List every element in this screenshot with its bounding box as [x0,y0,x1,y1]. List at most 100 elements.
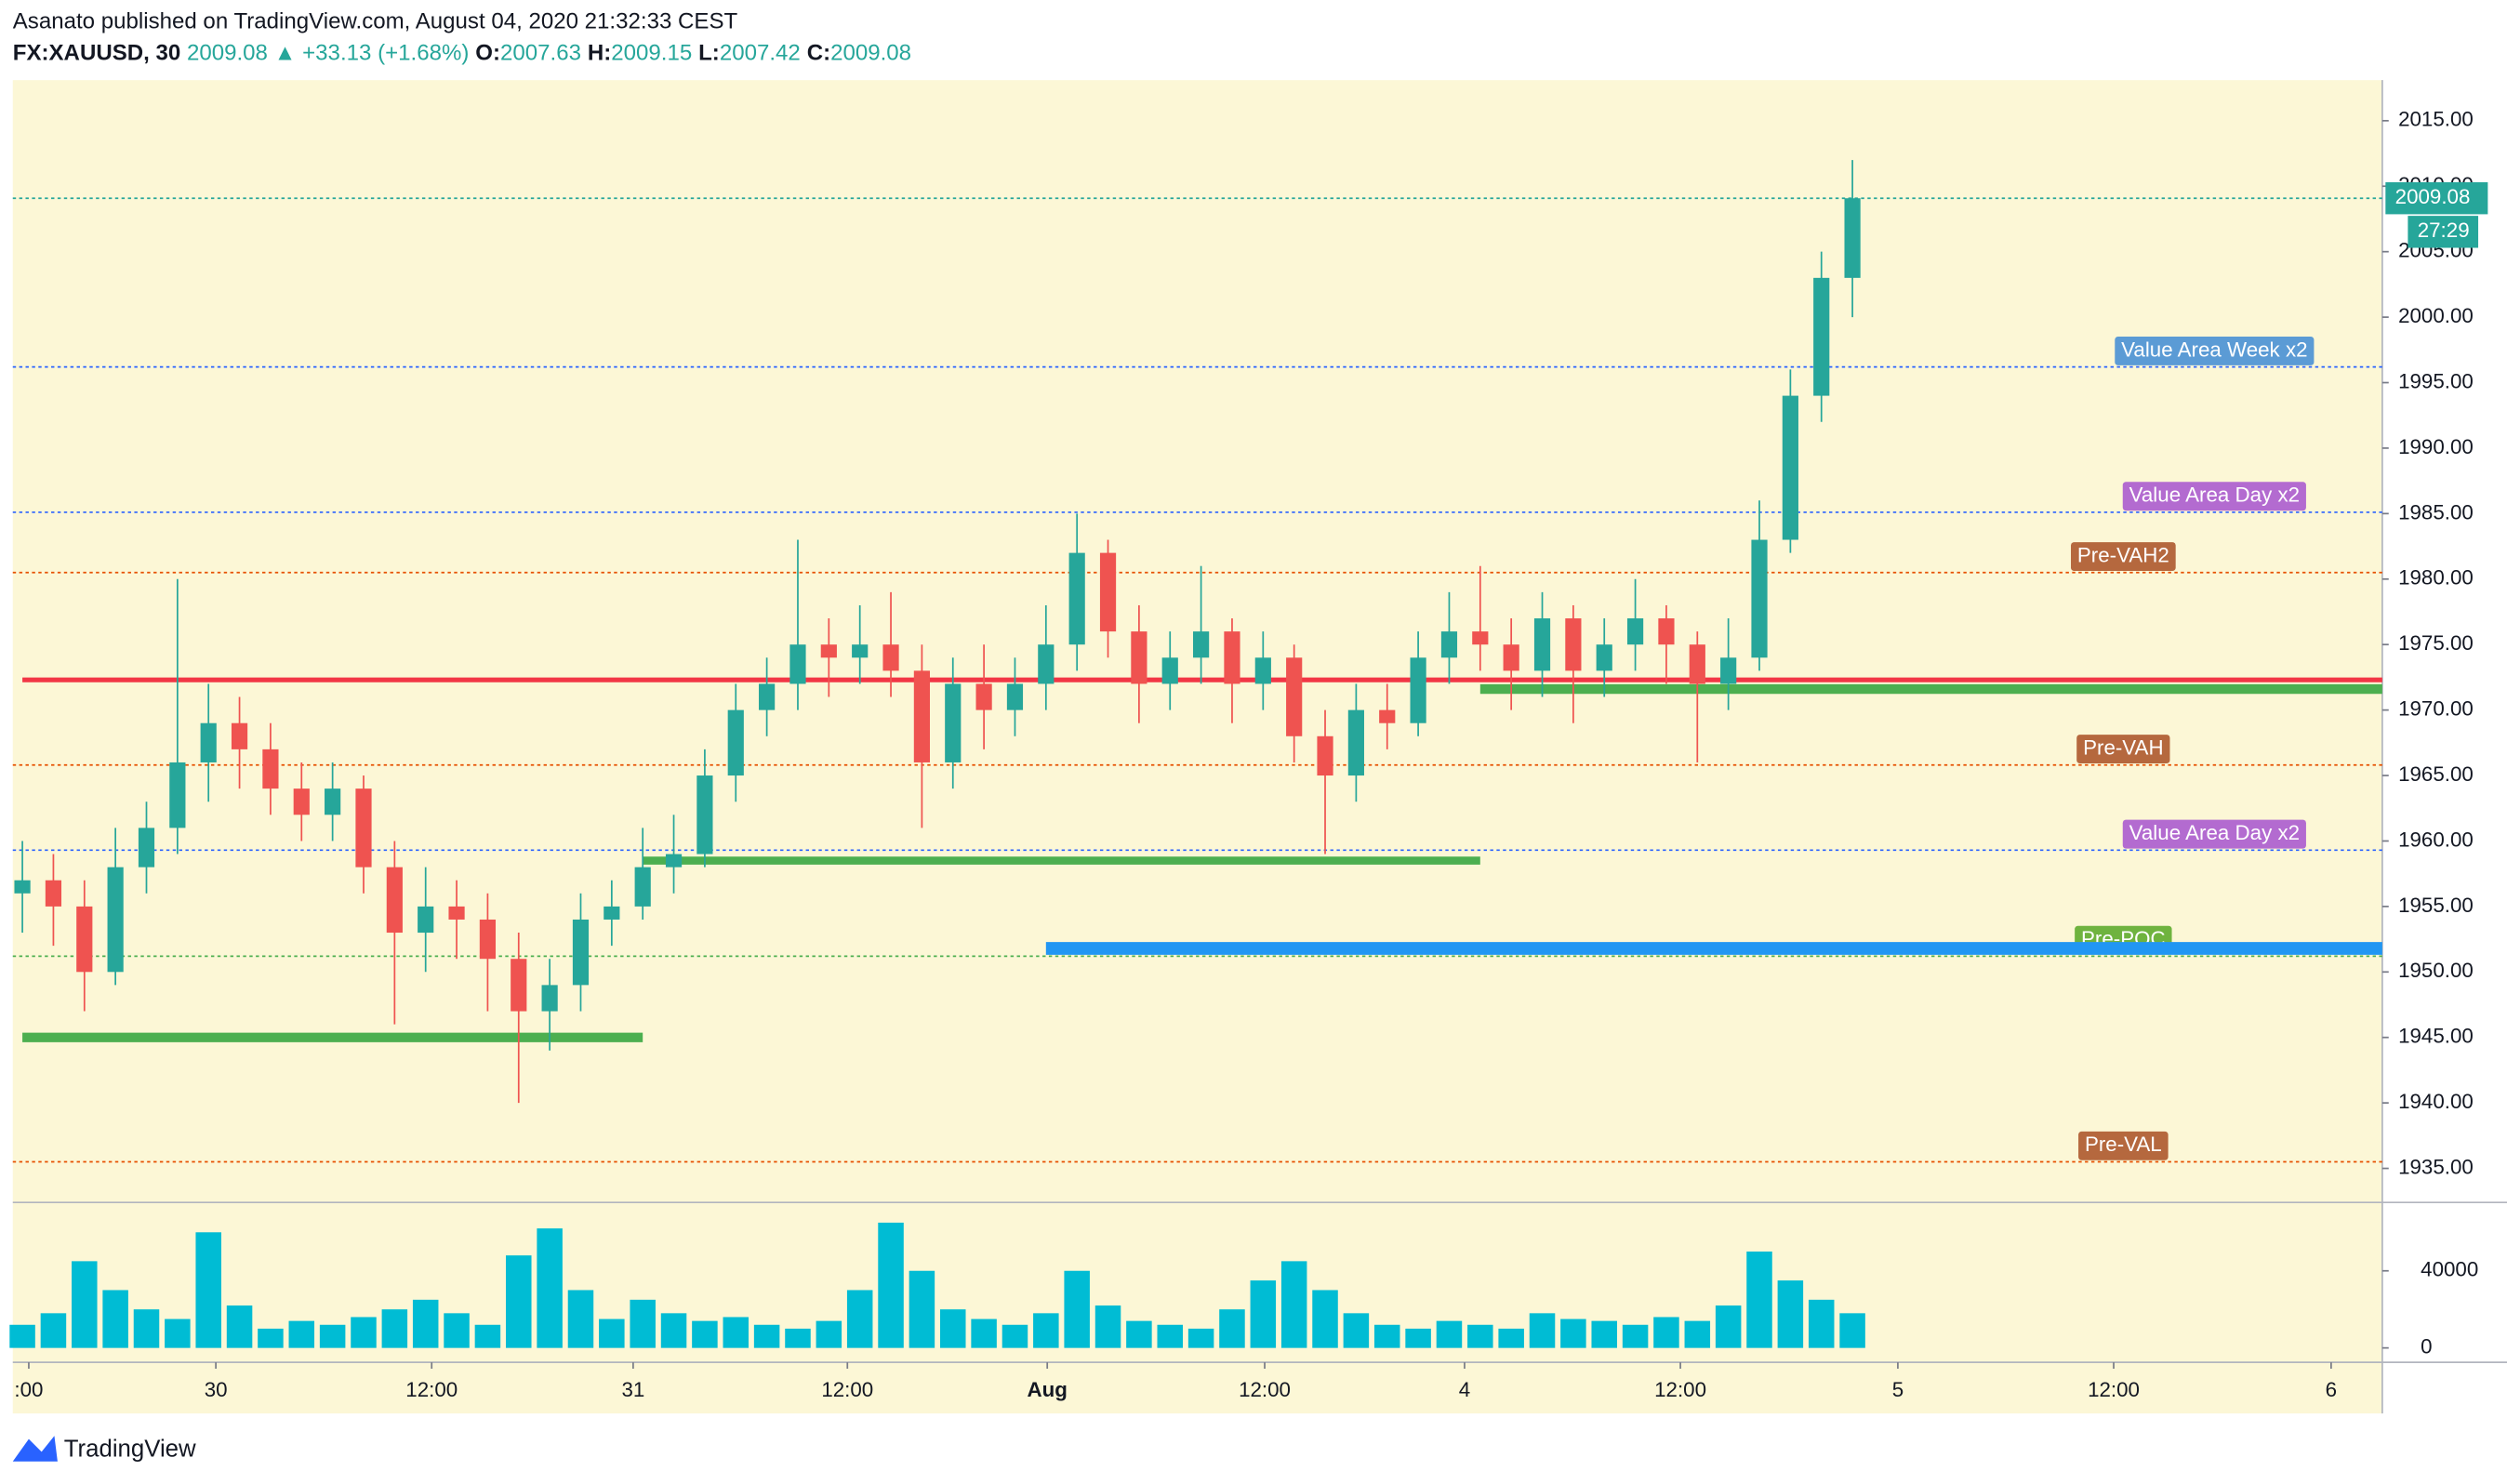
ohlc-label: L: [698,41,720,66]
ohlc-label: O: [475,41,500,66]
volume-bar [1373,1324,1400,1348]
candle-body [1503,644,1519,671]
volume-bar [1560,1318,1586,1348]
volume-bar [940,1309,966,1348]
published: Asanato published on TradingView.com, Au… [13,9,738,34]
y-tick-label: 1940.00 [2398,1090,2474,1113]
candle-body [1751,539,1768,658]
candle-body [759,683,776,710]
candle-body [14,880,31,894]
ohlc-label: C: [807,41,830,66]
candle-body [1131,631,1147,684]
volume-bar [723,1317,749,1348]
volume-bar [816,1320,842,1348]
candle-body [975,683,992,710]
candle-body [882,644,899,671]
ohlc-value: 2007.63 [500,41,581,66]
volume-bar [1001,1324,1028,1348]
candle-body [1626,618,1644,645]
volume-bar [165,1318,191,1348]
countdown: 27:29 [2418,219,2470,242]
candle-body [200,722,217,762]
volume-bar [692,1320,718,1348]
candle-body [1658,618,1675,645]
candle-body [604,906,620,920]
y-tick-label: 1950.00 [2398,959,2474,982]
candle-body [1161,657,1178,684]
volume-bar [1684,1320,1711,1348]
volume-bar [72,1261,98,1348]
volume-bar [288,1320,315,1348]
candle-body [665,854,683,868]
volume-bar [1187,1328,1214,1348]
volume-bar [1839,1313,1865,1348]
volume-bar [1808,1299,1835,1348]
candle-body [1379,709,1396,723]
volume-bar [258,1328,284,1348]
volume-bar [567,1290,594,1348]
volume-bar [1343,1313,1370,1348]
level-label: Pre-VAH [2083,735,2164,759]
volume-bar [785,1328,811,1348]
volume-bar [195,1232,221,1348]
candle-body [448,906,465,920]
candle-body [789,644,806,684]
ohlc-value: 2007.42 [720,41,801,66]
volume-bar [599,1318,625,1348]
candle-body [479,919,497,960]
candle-body [1038,644,1055,684]
volume-bar [1157,1324,1184,1348]
volume-bar [133,1309,160,1348]
volume-bar [102,1290,128,1348]
ohlc-value: 2009.15 [611,41,692,66]
candle-body [1006,683,1024,710]
candle-body [418,906,434,934]
countdown-box [2408,216,2479,248]
y-tick-label: 2000.00 [2398,304,2474,327]
volume-bar [878,1222,904,1348]
y-tick-label: 2015.00 [2398,108,2474,131]
candle-body [1782,395,1798,540]
candle-body [262,749,279,789]
symbol: FX:XAUUSD, 30 [13,41,181,66]
level-label: Value Area Week x2 [2121,338,2307,361]
y-tick-label: 1975.00 [2398,631,2474,655]
volume-bar [1436,1320,1463,1348]
volume-bar [1280,1261,1307,1348]
candle-body [1099,552,1117,632]
y-tick-label: 1955.00 [2398,894,2474,917]
level-box [2071,542,2176,572]
x-tick-label: 12:00 [1654,1378,1706,1401]
ohlc-label: H: [588,41,611,66]
volume-bar [1591,1320,1617,1348]
up-arrow: ▲ [268,41,302,66]
y-tick-label: 1960.00 [2398,828,2474,851]
volume-bar [1622,1324,1649,1348]
volume-bar [1777,1280,1804,1348]
y-tick-label: 1990.00 [2398,435,2474,458]
x-tick-label: 12:00 [2088,1378,2140,1401]
volume-bar [846,1290,873,1348]
volume-bar [1405,1328,1431,1348]
candle-body [231,722,248,749]
candle-body [1689,644,1705,684]
x-tick-label: 6 [2326,1378,2337,1401]
y-tick-label: 1945.00 [2398,1025,2474,1048]
symbol-line: FX:XAUUSD, 30 2009.08 ▲ +33.13 (+1.68%) O… [13,41,911,66]
brand: TradingView [64,1437,196,1463]
candle-body [1347,709,1364,776]
x-tick-label: 30 [205,1378,228,1401]
volume-bar [630,1299,656,1348]
candle-body [852,644,869,658]
volume-bar [660,1313,687,1348]
vol-tick-label: 40000 [2421,1258,2478,1281]
candle-body [169,762,186,828]
level-label: Pre-VAH2 [2077,543,2169,566]
candle-body [634,867,651,907]
level-box [2076,735,2170,764]
volume-bar [537,1228,563,1348]
candle-body [1596,644,1612,671]
change: +33.13 (+1.68%) [302,41,469,66]
volume-bar [1126,1320,1152,1348]
candle-body [1410,657,1426,723]
